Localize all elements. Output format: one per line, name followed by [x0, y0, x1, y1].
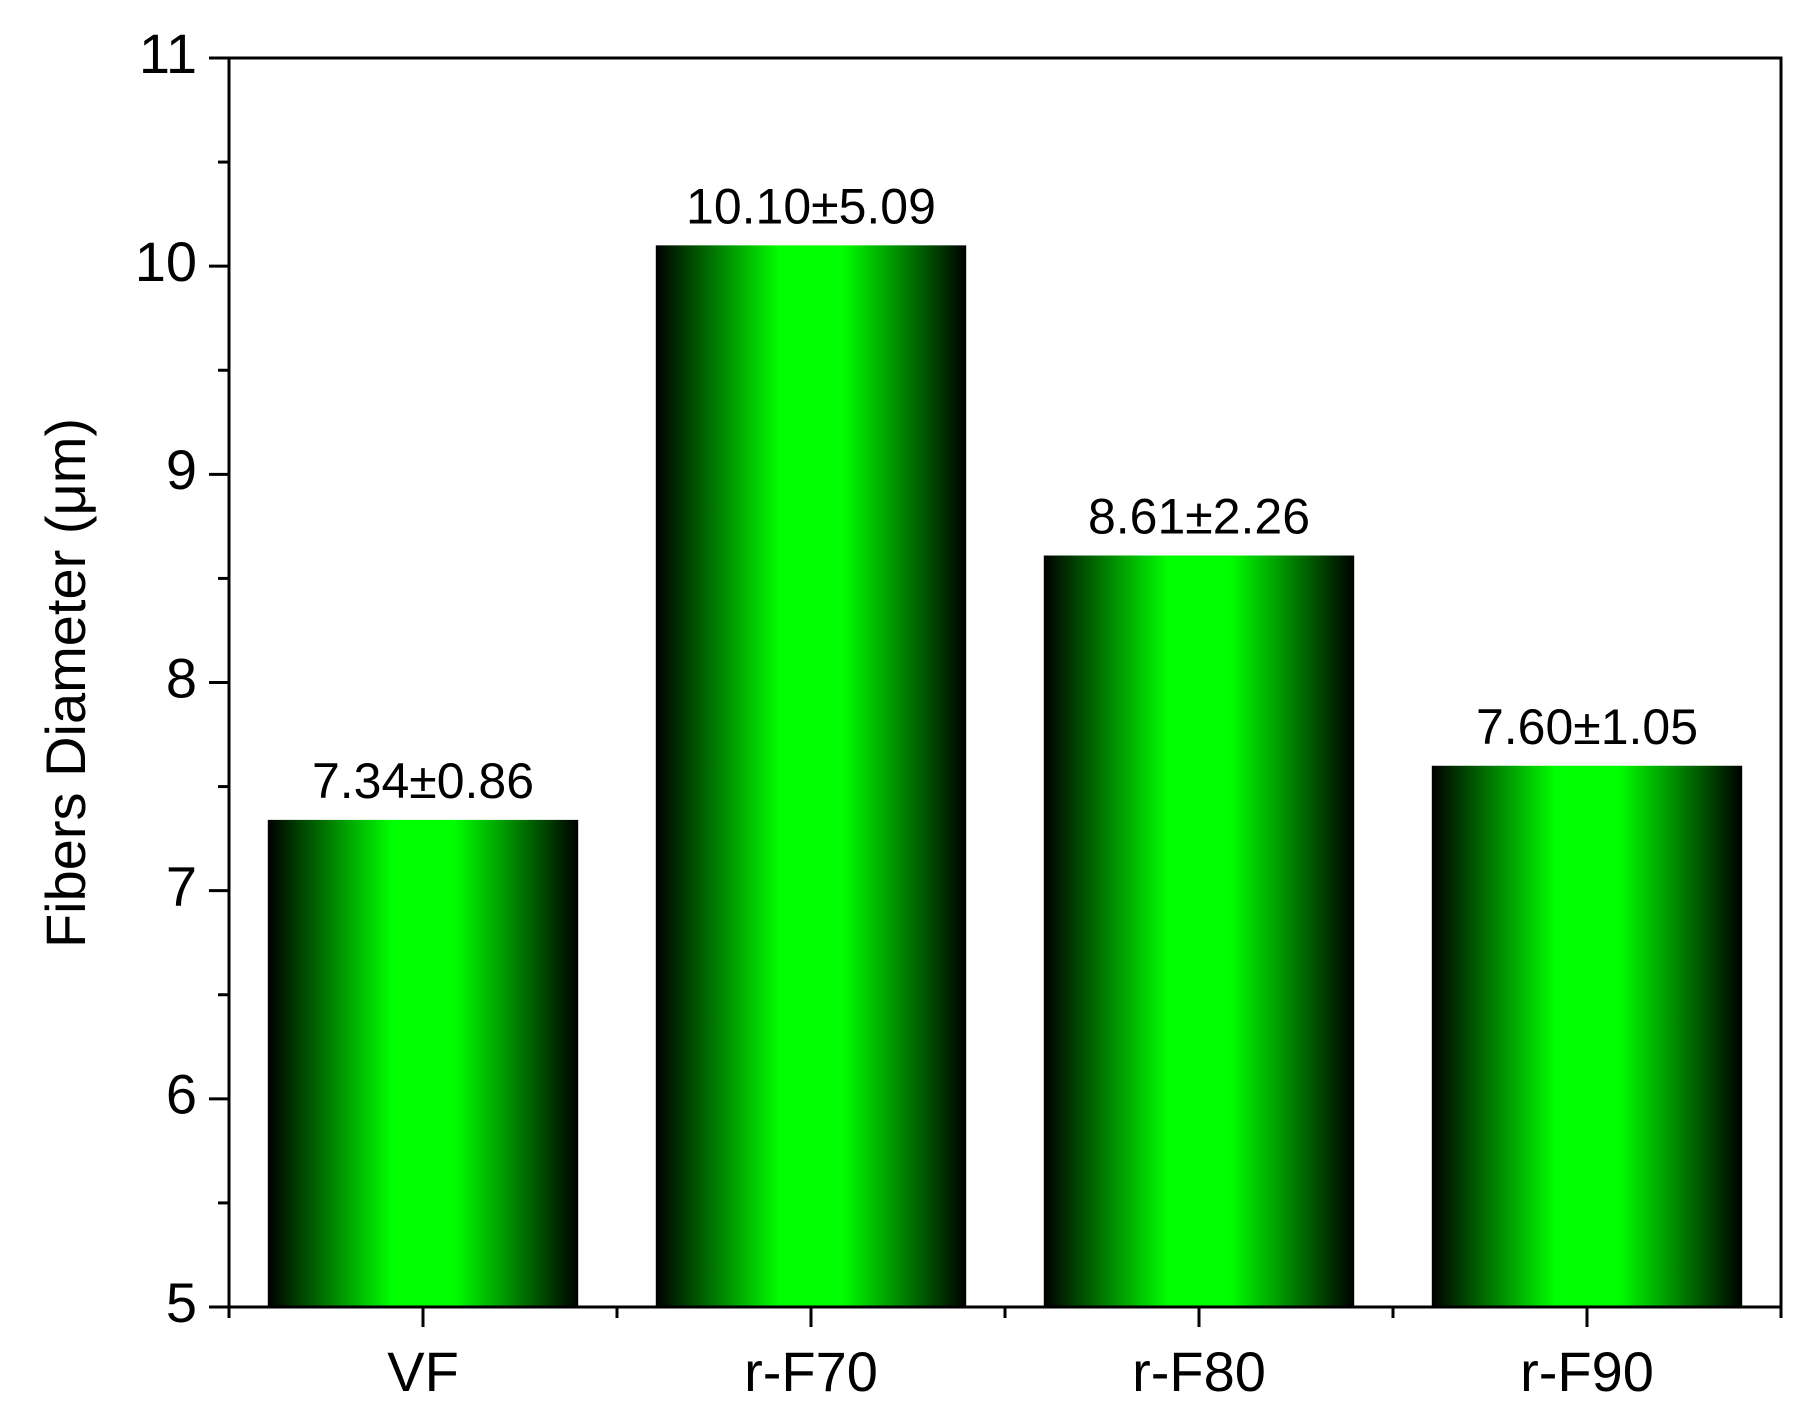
- y-tick-label: 6: [166, 1063, 197, 1126]
- y-axis-label: Fibers Diameter (μm): [34, 418, 97, 948]
- y-tick-label: 5: [166, 1271, 197, 1334]
- y-tick-label: 10: [135, 230, 197, 293]
- value-label: 7.60±1.05: [1476, 699, 1698, 755]
- bar: [655, 245, 967, 1308]
- bar: [1431, 765, 1743, 1307]
- value-label: 7.34±0.86: [312, 753, 534, 809]
- y-tick-label: 11: [139, 22, 197, 85]
- value-label: 10.10±5.09: [686, 178, 936, 234]
- value-label: 8.61±2.26: [1088, 489, 1310, 545]
- x-tick-label: VF: [387, 1340, 459, 1403]
- y-tick-label: 7: [166, 854, 197, 917]
- plot-frame: [227, 56, 1783, 1309]
- x-tick-label: r-F90: [1520, 1340, 1654, 1403]
- y-tick-label: 8: [166, 646, 197, 709]
- x-tick-label: r-F70: [744, 1340, 878, 1403]
- bar: [1043, 555, 1355, 1307]
- x-tick-label: r-F80: [1132, 1340, 1266, 1403]
- y-tick-label: 9: [166, 438, 197, 501]
- bar: [267, 819, 579, 1307]
